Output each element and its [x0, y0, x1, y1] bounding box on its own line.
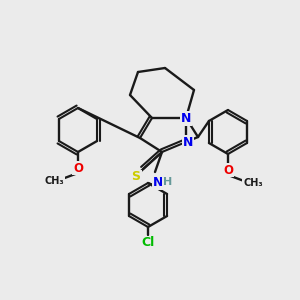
Text: CH₃: CH₃: [44, 176, 64, 186]
Text: Cl: Cl: [141, 236, 154, 250]
Text: O: O: [73, 161, 83, 175]
Text: N: N: [183, 136, 193, 148]
Text: H: H: [164, 177, 172, 187]
Text: S: S: [131, 170, 140, 184]
Text: N: N: [181, 112, 191, 124]
Text: O: O: [223, 164, 233, 176]
Text: CH₃: CH₃: [243, 178, 263, 188]
Text: N: N: [153, 176, 163, 188]
